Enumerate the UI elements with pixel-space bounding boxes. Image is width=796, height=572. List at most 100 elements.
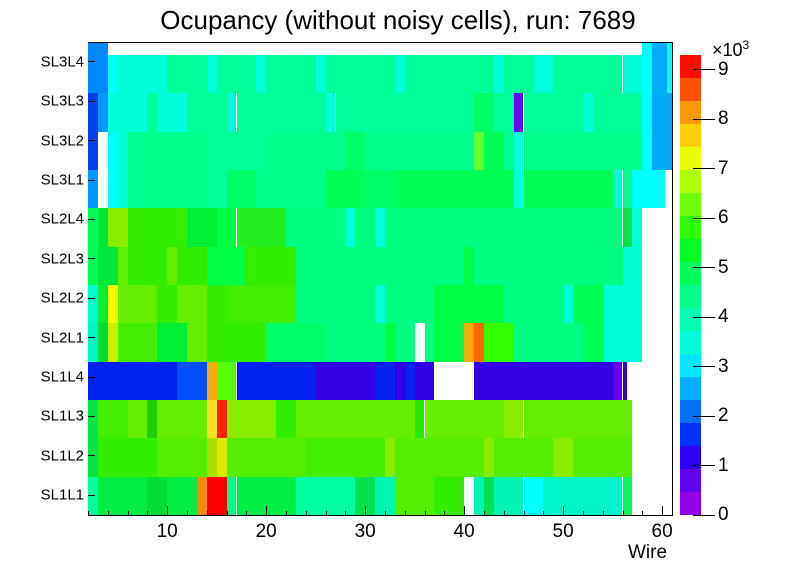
y-axis-tick <box>88 455 95 457</box>
heatmap-segment <box>563 285 573 324</box>
heatmap-segment <box>394 55 405 94</box>
heatmap-segment <box>88 476 98 515</box>
heatmap-segment <box>483 131 504 170</box>
x-axis-tick-label: 30 <box>354 521 376 542</box>
heatmap-segment <box>325 323 385 362</box>
heatmap-segment <box>236 361 316 400</box>
x-axis-major-tick <box>563 506 565 515</box>
heatmap-segment <box>414 361 435 400</box>
y-axis-tick <box>88 494 95 496</box>
heatmap-segment <box>523 93 583 132</box>
heatmap-segment <box>88 55 108 94</box>
heatmap-segment <box>216 361 237 400</box>
heatmap-segment <box>493 93 514 132</box>
x-axis-minor-tick <box>622 511 624 515</box>
x-axis-tick-label: 50 <box>552 521 574 542</box>
heatmap-segment <box>384 323 395 362</box>
heatmap-segment <box>177 246 207 285</box>
colorbar-exponent-base: ×10 <box>712 40 743 60</box>
x-axis-major-tick <box>266 506 268 515</box>
heatmap-segment <box>394 361 405 400</box>
heatmap-segment <box>266 55 316 94</box>
heatmap-segment <box>667 55 672 94</box>
x-axis-major-tick <box>464 506 466 515</box>
heatmap-segment <box>424 323 435 362</box>
heatmap-segment <box>573 438 633 477</box>
heatmap-segment <box>107 170 118 209</box>
x-axis-minor-tick <box>384 511 386 515</box>
heatmap-segment <box>384 438 395 477</box>
colorbar-band <box>680 78 701 101</box>
heatmap-segment <box>464 246 474 285</box>
heatmap-segment <box>503 400 524 439</box>
heatmap-segment <box>315 361 376 400</box>
heatmap-segment <box>483 476 494 515</box>
heatmap-segment <box>642 55 653 94</box>
heatmap-segment <box>266 323 326 362</box>
heatmap-segment <box>216 400 227 439</box>
y-axis-tick <box>88 140 95 141</box>
heatmap-segment <box>117 55 168 94</box>
heatmap-segment <box>434 285 504 324</box>
heatmap-segment <box>394 323 415 362</box>
y-axis-row-label: SL2L1 <box>40 329 84 347</box>
heatmap-segment <box>177 285 207 324</box>
heatmap-segment <box>157 93 187 132</box>
heatmap-segment <box>196 476 207 515</box>
x-axis-minor-tick <box>642 511 644 515</box>
heatmap-segment <box>632 170 666 209</box>
heatmap-segment <box>474 246 623 285</box>
heatmap-segment <box>226 285 296 324</box>
heatmap-segment <box>266 131 346 170</box>
heatmap-segment <box>464 323 474 362</box>
colorbar-band <box>680 216 701 239</box>
heatmap-segment <box>503 55 534 94</box>
heatmap-segment <box>107 131 118 170</box>
heatmap-segment <box>642 131 653 170</box>
heatmap-segment <box>394 438 484 477</box>
x-axis-minor-tick <box>206 511 208 515</box>
heatmap-segment <box>88 131 98 170</box>
heatmap-segment <box>365 170 395 209</box>
colorbar-band <box>680 285 701 308</box>
y-axis-row-label: SL1L4 <box>40 368 84 386</box>
heatmap-segment <box>97 400 128 439</box>
heatmap-segment <box>295 400 415 439</box>
heatmap-segment <box>127 246 168 285</box>
colorbar-band <box>680 400 701 423</box>
heatmap-segment <box>652 55 667 94</box>
colorbar-tick-label: 4 <box>718 306 729 328</box>
heatmap-segment <box>424 400 504 439</box>
heatmap-segment <box>107 93 148 132</box>
heatmap-segment <box>404 55 494 94</box>
colorbar-tick-label: 9 <box>718 58 729 80</box>
heatmap-segment <box>88 246 98 285</box>
heatmap-segment <box>375 208 385 247</box>
colorbar-tick-label: 7 <box>718 157 729 179</box>
colorbar-band <box>680 55 701 78</box>
heatmap-segment <box>375 285 385 324</box>
heatmap-segment <box>187 208 217 247</box>
colorbar-tick-label: 5 <box>718 256 729 278</box>
heatmap-segment <box>474 323 484 362</box>
x-axis-minor-tick <box>88 511 89 515</box>
heatmap-segment <box>88 208 98 247</box>
x-axis-minor-tick <box>543 511 545 515</box>
heatmap-segment <box>493 438 554 477</box>
heatmap-segment <box>513 93 524 132</box>
heatmap-segment <box>107 55 118 94</box>
heatmap-segment <box>523 131 643 170</box>
heatmap-segment <box>206 55 217 94</box>
colorbar-tick-label: 1 <box>718 454 729 476</box>
x-axis-minor-tick <box>404 511 406 515</box>
colorbar-tick <box>693 366 715 368</box>
heatmap-edge-cap <box>642 43 653 56</box>
heatmap-segment <box>523 400 633 439</box>
heatmap-segment <box>622 208 633 247</box>
heatmap-segment <box>642 93 653 132</box>
colorbar-band <box>680 492 701 515</box>
heatmap-segment <box>375 361 395 400</box>
heatmap-segment <box>365 131 475 170</box>
colorbar-tick <box>693 267 715 269</box>
